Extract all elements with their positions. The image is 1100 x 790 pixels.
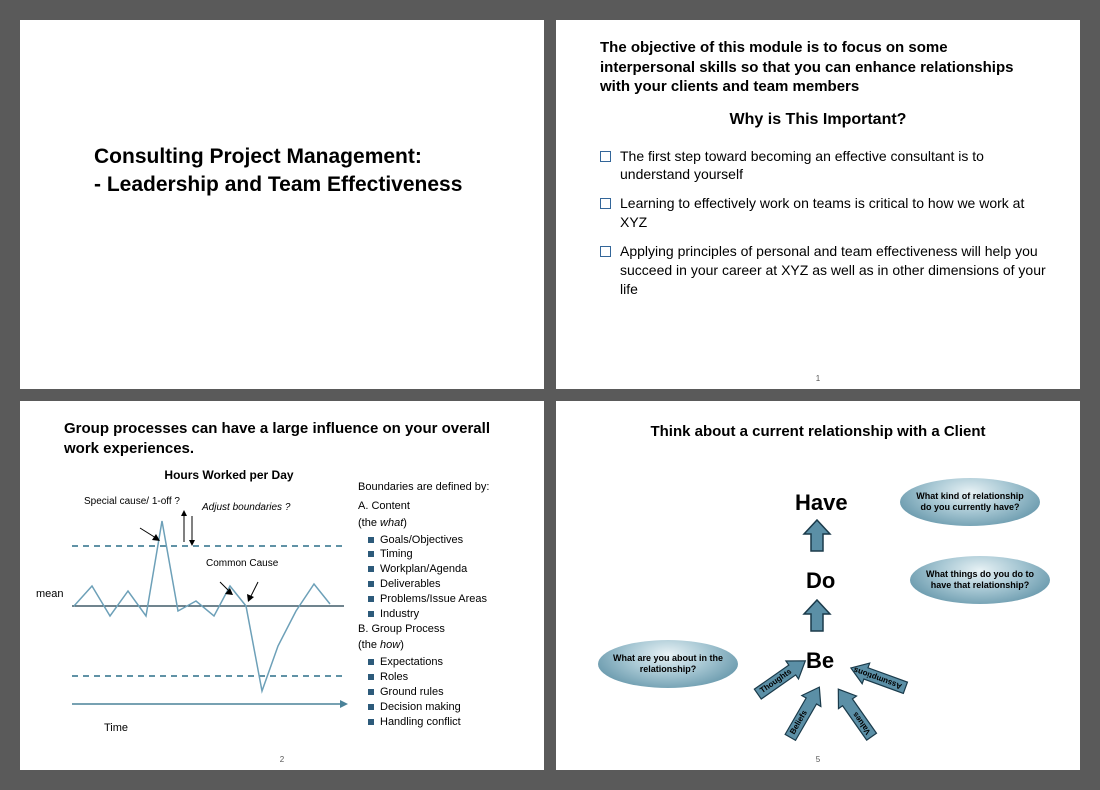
slide1-title-line1: Consulting Project Management: bbox=[94, 143, 520, 171]
list-item: Problems/Issue Areas bbox=[368, 592, 520, 607]
slide3-page-number: 2 bbox=[280, 755, 284, 764]
slide-1: Consulting Project Management: - Leaders… bbox=[20, 20, 544, 389]
list-item: Industry bbox=[368, 607, 520, 622]
chart-title: Hours Worked per Day bbox=[104, 468, 354, 482]
slide2-bullet: The first step toward becoming an effect… bbox=[600, 147, 1046, 185]
list-item: Deliverables bbox=[368, 577, 520, 592]
slide3-title: Group processes can have a large influen… bbox=[64, 419, 520, 458]
ann-adjust: Adjust boundaries ? bbox=[202, 502, 290, 513]
slide2-bullet-list: The first step toward becoming an effect… bbox=[600, 147, 1046, 299]
group-b-sub: (the how) bbox=[358, 638, 520, 653]
diagram-word: Have bbox=[795, 490, 848, 516]
list-item: Timing bbox=[368, 547, 520, 562]
x-axis-label: Time bbox=[104, 722, 128, 734]
group-a-label: A. Content bbox=[358, 499, 520, 514]
group-b-list: Expectations Roles Ground rules Decision… bbox=[368, 655, 520, 729]
slide3-body: Hours Worked per Day mean Time Special c… bbox=[44, 468, 520, 730]
question-bubble: What kind of relationship do you current… bbox=[900, 478, 1040, 526]
slide1-title-line2: - Leadership and Team Effectiveness bbox=[94, 171, 520, 199]
group-b-italic: how bbox=[380, 639, 400, 651]
list-item: Roles bbox=[368, 670, 520, 685]
slide2-objective: The objective of this module is to focus… bbox=[600, 38, 1046, 97]
y-axis-label: mean bbox=[36, 588, 64, 600]
diagram-word: Do bbox=[806, 568, 835, 594]
slide4-diagram: HaveDoBeWhat kind of relationship do you… bbox=[580, 460, 1056, 740]
ann-special-text: Special cause/ 1-off ? bbox=[84, 496, 180, 507]
slide-grid: Consulting Project Management: - Leaders… bbox=[20, 20, 1080, 770]
slide2-bullet: Applying principles of personal and team… bbox=[600, 242, 1046, 299]
slide3-side-text: Boundaries are defined by: A. Content (t… bbox=[358, 468, 520, 730]
ann-common: Common Cause bbox=[206, 558, 278, 569]
group-b-label: B. Group Process bbox=[358, 622, 520, 637]
hours-chart bbox=[44, 486, 354, 716]
slide-4: Think about a current relationship with … bbox=[556, 401, 1080, 770]
question-bubble: What things do you do to have that relat… bbox=[910, 556, 1050, 604]
slide2-bullet: Learning to effectively work on teams is… bbox=[600, 194, 1046, 232]
list-item: Workplan/Agenda bbox=[368, 562, 520, 577]
list-item: Expectations bbox=[368, 655, 520, 670]
list-item: Ground rules bbox=[368, 685, 520, 700]
group-a-sub: (the what) bbox=[358, 516, 520, 531]
list-item: Handling conflict bbox=[368, 715, 520, 730]
slide4-page-number: 5 bbox=[816, 755, 820, 764]
boundaries-heading: Boundaries are defined by: bbox=[358, 480, 520, 495]
ann-special-cause: Special cause/ 1-off ? bbox=[84, 496, 180, 507]
slide3-chart-area: Hours Worked per Day mean Time Special c… bbox=[44, 468, 354, 730]
list-item: Goals/Objectives bbox=[368, 533, 520, 548]
group-a-list: Goals/Objectives Timing Workplan/Agenda … bbox=[368, 533, 520, 622]
slide-2: The objective of this module is to focus… bbox=[556, 20, 1080, 389]
group-a-italic: what bbox=[380, 517, 403, 529]
slide-3: Group processes can have a large influen… bbox=[20, 401, 544, 770]
question-bubble: What are you about in the relationship? bbox=[598, 640, 738, 688]
slide1-title: Consulting Project Management: - Leaders… bbox=[94, 143, 520, 200]
slide4-title: Think about a current relationship with … bbox=[580, 423, 1056, 440]
up-arrow-icon bbox=[802, 518, 832, 554]
list-item: Decision making bbox=[368, 700, 520, 715]
slide2-page-number: 1 bbox=[816, 374, 820, 383]
up-arrow-icon bbox=[802, 598, 832, 634]
slide2-subheading: Why is This Important? bbox=[580, 111, 1056, 129]
